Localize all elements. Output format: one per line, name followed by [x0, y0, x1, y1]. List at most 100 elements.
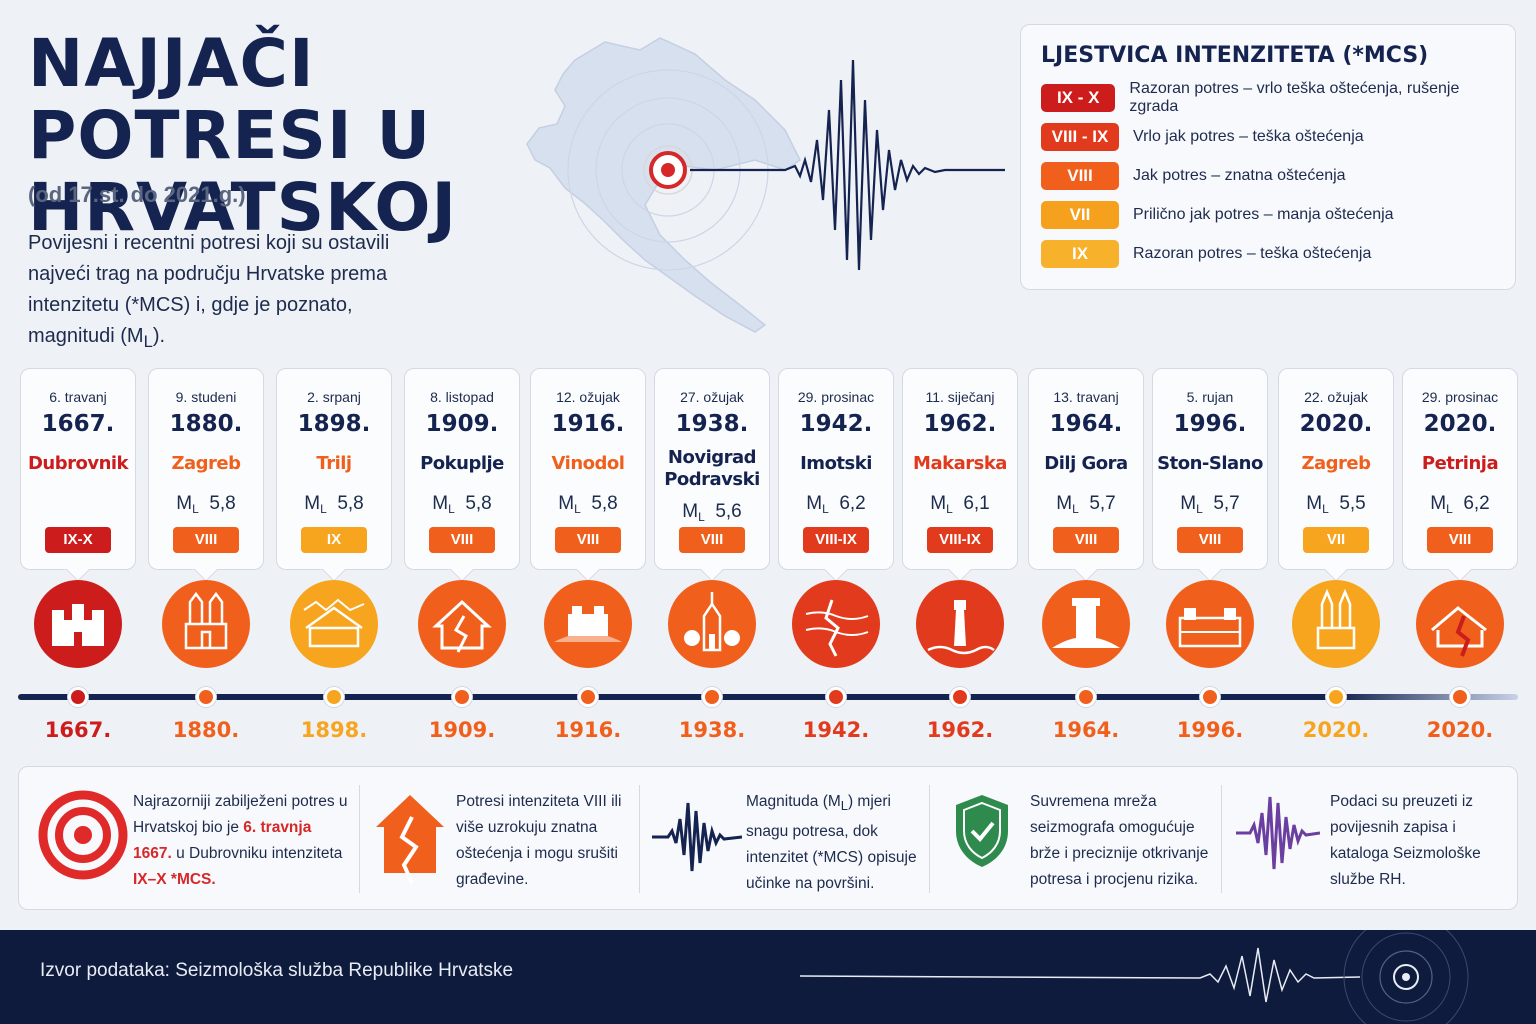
footer-source: Izvor podataka: Seizmološka služba Repub…: [40, 960, 514, 981]
event-location: Petrinja: [1421, 453, 1499, 474]
event-card: 13. travanj 1964. Dilj Gora ML 5,7 VIII: [1028, 368, 1144, 570]
collapsed-house-icon: [1416, 580, 1504, 668]
tower-hill-icon: [1042, 580, 1130, 668]
timeline-year-label: 1880.: [172, 718, 240, 742]
timeline-dot: [452, 687, 472, 707]
church-icon: [668, 580, 756, 668]
ground-crack-icon: [792, 580, 880, 668]
event-date: 29. prosinac: [797, 389, 875, 405]
legend-row: IX Razoran potres – teška oštećenja: [1041, 234, 1495, 273]
page-subtitle: (od 17.st. do 2021.g.): [28, 182, 246, 207]
lighthouse-icon: [916, 580, 1004, 668]
town-building-icon: [290, 580, 378, 668]
legend-text: Prilično jak potres – manja oštećenja: [1133, 205, 1394, 223]
page-title: NAJJAČI POTRESI U HRVATSKOJ: [28, 25, 458, 246]
event-card: 29. prosinac 2020. Petrinja ML 6,2 VIII: [1402, 368, 1518, 570]
event-location: Imotski: [800, 453, 872, 474]
fact-5: Podaci su preuzeti iz povijesnih zapisa …: [1224, 767, 1514, 911]
intensity-badge: VII: [1303, 527, 1369, 553]
shield-check-icon: [956, 795, 1008, 867]
legend-text: Razoran potres – teška oštećenja: [1133, 244, 1372, 262]
event-location: Ston-Slano: [1157, 453, 1263, 474]
timeline-year-label: 1916.: [554, 718, 622, 742]
event-year: 1667.: [41, 411, 115, 437]
event-card: 27. ožujak 1938. Novigrad Podravski ML 5,6 V…: [654, 368, 770, 570]
timeline-axis: [18, 694, 1518, 700]
event-date: 12. ožujak: [556, 389, 620, 405]
timeline-year-label: 1909.: [428, 718, 496, 742]
legend-badge: VII: [1041, 200, 1119, 229]
event-date: 13. travanj: [1053, 389, 1119, 405]
event-date: 29. prosinac: [1421, 389, 1499, 405]
event-card: 8. listopad 1909. Pokuplje ML 5,8 VIII: [404, 368, 520, 570]
intensity-badge: VIII: [555, 527, 621, 553]
legend-badge: IX: [1041, 239, 1119, 268]
event-year: 1880.: [169, 411, 243, 437]
intensity-badge: VIII: [1177, 527, 1243, 553]
event-year: 1942.: [799, 411, 873, 437]
waveform-icon: [1236, 796, 1320, 870]
event-card: 12. ožujak 1916. Vinodol ML 5,8 VIII: [530, 368, 646, 570]
event-location: Dubrovnik: [27, 453, 129, 474]
seismograph-wave: [690, 59, 1005, 271]
event-year: 1964.: [1049, 411, 1123, 437]
fact-1-text: Najrazorniji zabilježeni potres u Hrvats…: [133, 793, 348, 888]
event-magnitude: ML 5,7: [1180, 493, 1240, 516]
intensity-badge: IX-X: [45, 527, 111, 553]
event-year: 1938.: [675, 411, 749, 437]
facts-panel: Najrazorniji zabilježeni potres u Hrvats…: [18, 766, 1518, 910]
event-card: 29. prosinac 1942. Imotski ML 6,2 VIII-IX: [778, 368, 894, 570]
timeline-year-label: 2020.: [1302, 718, 1370, 742]
fact-5-text: Podaci su preuzeti iz povijesnih zapisa …: [1330, 793, 1481, 888]
event-magnitude: ML 5,5: [1306, 493, 1366, 516]
legend-row: IX - X Razoran potres – vrlo teška ošteće…: [1041, 78, 1495, 117]
event-card: 22. ožujak 2020. Zagreb ML 5,5 VII: [1278, 368, 1394, 570]
fact-3: Magnituda (ML) mjeri snagu potresa, dok …: [644, 767, 934, 911]
event-year: 2020.: [1299, 411, 1373, 437]
timeline-year-label: 1898.: [300, 718, 368, 742]
event-year: 1898.: [297, 411, 371, 437]
event-magnitude: ML 5,8: [432, 493, 492, 516]
cathedral-icon: [162, 580, 250, 668]
event-date: 5. rujan: [1186, 389, 1234, 405]
fact-3-text: Magnituda (ML) mjeri snagu potresa, dok …: [746, 793, 917, 893]
city-walls-icon: [34, 580, 122, 668]
intro-text: Povijesni i recentni potresi koji su ost…: [28, 232, 390, 351]
event-date: 27. ožujak: [680, 389, 744, 405]
timeline-year-label: 1667.: [44, 718, 112, 742]
timeline-dot: [826, 687, 846, 707]
event-location: Pokuplje: [420, 453, 504, 474]
event-card: 11. siječanj 1962. Makarska ML 6,1 VIII-IX: [902, 368, 1018, 570]
event-magnitude: ML 5,8: [304, 493, 364, 516]
event-date: 2. srpanj: [307, 389, 361, 405]
timeline-year-label: 1964.: [1052, 718, 1120, 742]
legend-row: VII Prilično jak potres – manja oštećenja: [1041, 195, 1495, 234]
event-magnitude: ML 5,6: [682, 501, 742, 524]
croatia-map-shape: [526, 37, 801, 333]
event-year: 1996.: [1173, 411, 1247, 437]
timeline-year-label: 1996.: [1176, 718, 1244, 742]
cracked-house-icon: [376, 795, 444, 884]
event-year: 2020.: [1423, 411, 1497, 437]
event-date: 9. studeni: [175, 389, 237, 405]
timeline-dot: [1326, 687, 1346, 707]
event-year: 1909.: [425, 411, 499, 437]
legend-text: Vrlo jak potres – teška oštećenja: [1133, 127, 1364, 145]
footer-seismograph-icon: [800, 930, 1469, 1024]
event-location: Dilj Gora: [1044, 453, 1128, 474]
intensity-badge: VIII-IX: [927, 527, 993, 553]
legend-badge: VIII - IX: [1041, 122, 1119, 151]
legend-text: Jak potres – znatna oštećenja: [1133, 166, 1346, 184]
intensity-legend: LJESTVICA INTENZITETA (*MCS) IX - X Razor…: [1020, 24, 1516, 290]
event-magnitude: ML 6,2: [1430, 493, 1490, 516]
fact-4: Suvremena mreža seizmografa omogućuje br…: [934, 767, 1224, 911]
event-card: 6. travanj 1667. Dubrovnik IX-X: [20, 368, 136, 570]
event-magnitude: ML 5,7: [1056, 493, 1116, 516]
event-card: 2. srpanj 1898. Trilj ML 5,8 IX: [276, 368, 392, 570]
intensity-badge: VIII: [173, 527, 239, 553]
intensity-badge: VIII: [429, 527, 495, 553]
event-date: 22. ožujak: [1304, 389, 1368, 405]
event-card: 9. studeni 1880. Zagreb ML 5,8 VIII: [148, 368, 264, 570]
timeline-dot: [702, 687, 722, 707]
legend-row: VIII - IX Vrlo jak potres – teška oštećen…: [1041, 117, 1495, 156]
